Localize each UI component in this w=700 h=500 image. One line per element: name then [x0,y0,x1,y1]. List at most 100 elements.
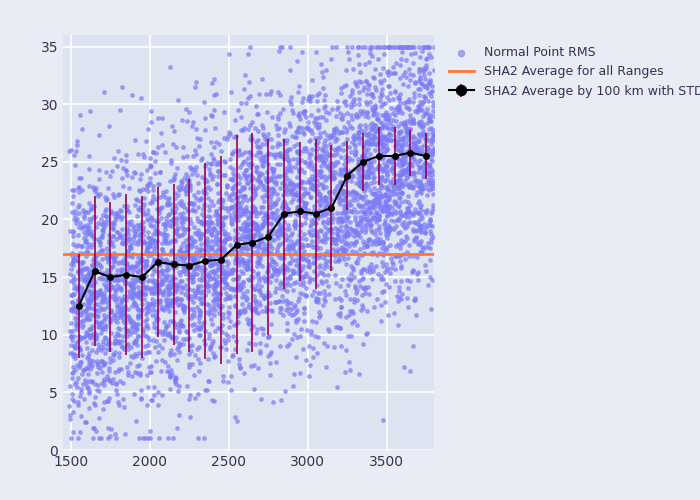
Normal Point RMS [210,286,221,294]
Normal Point RMS [111,286,122,294]
Normal Point RMS [382,242,393,250]
Normal Point RMS [353,158,364,166]
Normal Point RMS [83,270,94,278]
Normal Point RMS [281,152,293,160]
Normal Point RMS [255,144,266,152]
Normal Point RMS [72,434,83,442]
Normal Point RMS [369,120,380,128]
Normal Point RMS [68,428,79,436]
Normal Point RMS [357,166,368,174]
Normal Point RMS [305,330,316,338]
Normal Point RMS [268,166,279,174]
Normal Point RMS [294,369,305,377]
Normal Point RMS [421,134,432,142]
Normal Point RMS [382,196,393,204]
Normal Point RMS [72,322,83,330]
Normal Point RMS [325,225,336,233]
Normal Point RMS [293,158,304,166]
Normal Point RMS [392,171,403,179]
Normal Point RMS [153,260,164,268]
Normal Point RMS [339,209,350,217]
Normal Point RMS [247,118,258,126]
Normal Point RMS [104,292,116,300]
Normal Point RMS [371,115,382,123]
Normal Point RMS [300,189,311,197]
Normal Point RMS [72,337,83,345]
Normal Point RMS [365,162,377,170]
Normal Point RMS [331,210,342,218]
Normal Point RMS [423,42,434,50]
Normal Point RMS [72,374,83,382]
Normal Point RMS [414,158,425,166]
Normal Point RMS [67,364,78,372]
Normal Point RMS [126,322,137,330]
Normal Point RMS [206,80,217,88]
Normal Point RMS [372,209,383,217]
Normal Point RMS [188,236,199,244]
Normal Point RMS [377,42,388,50]
Normal Point RMS [220,290,232,298]
Normal Point RMS [265,86,276,94]
Normal Point RMS [67,368,78,376]
Normal Point RMS [162,300,173,308]
Normal Point RMS [180,262,191,270]
Normal Point RMS [248,240,260,248]
Normal Point RMS [293,166,304,173]
Normal Point RMS [134,290,146,298]
Normal Point RMS [193,248,204,256]
Normal Point RMS [408,296,419,304]
Normal Point RMS [171,296,182,304]
Normal Point RMS [203,302,214,310]
Normal Point RMS [402,167,414,175]
Normal Point RMS [411,208,422,216]
Normal Point RMS [340,222,351,230]
Normal Point RMS [149,170,160,177]
Normal Point RMS [383,202,394,209]
Normal Point RMS [134,186,145,194]
Normal Point RMS [211,207,222,215]
Normal Point RMS [155,214,167,222]
Normal Point RMS [246,306,258,314]
Normal Point RMS [407,132,419,140]
Normal Point RMS [260,307,272,315]
Normal Point RMS [255,300,266,308]
Normal Point RMS [100,212,111,220]
Normal Point RMS [343,169,354,177]
Normal Point RMS [315,60,326,68]
Normal Point RMS [335,190,346,198]
Normal Point RMS [362,198,373,206]
Normal Point RMS [210,276,221,284]
Normal Point RMS [267,224,278,232]
Normal Point RMS [113,338,125,346]
Normal Point RMS [216,247,227,255]
Normal Point RMS [368,110,379,118]
Normal Point RMS [230,258,241,266]
Normal Point RMS [202,283,213,291]
Normal Point RMS [196,323,207,331]
Normal Point RMS [85,204,97,212]
Normal Point RMS [185,199,196,207]
Normal Point RMS [365,216,377,224]
Normal Point RMS [360,330,371,338]
Normal Point RMS [188,265,199,273]
Normal Point RMS [274,254,285,262]
Normal Point RMS [113,331,125,339]
Normal Point RMS [362,168,373,175]
Normal Point RMS [335,222,346,230]
Normal Point RMS [404,277,415,285]
Normal Point RMS [298,144,309,152]
Normal Point RMS [210,124,221,132]
Normal Point RMS [407,116,419,124]
Normal Point RMS [236,254,247,262]
Normal Point RMS [374,236,386,244]
Normal Point RMS [230,242,241,250]
Normal Point RMS [307,174,318,182]
Normal Point RMS [71,320,82,328]
Normal Point RMS [193,282,204,290]
Normal Point RMS [319,202,330,209]
Normal Point RMS [176,322,188,330]
Normal Point RMS [218,214,229,222]
Normal Point RMS [302,118,314,126]
Normal Point RMS [390,198,401,206]
Normal Point RMS [351,112,362,120]
